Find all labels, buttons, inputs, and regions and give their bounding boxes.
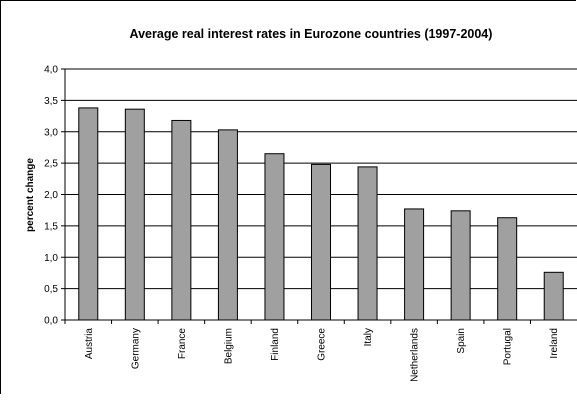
x-category-label: Spain <box>456 328 467 354</box>
x-category-label: Italy <box>363 328 374 346</box>
x-category-label: Ireland <box>549 328 560 359</box>
y-tick-label: 0,0 <box>44 316 58 327</box>
y-tick-label: 1,0 <box>44 253 58 264</box>
x-category-label: Germany <box>130 328 141 369</box>
axes <box>61 68 577 324</box>
y-tick-label: 3,0 <box>44 127 58 138</box>
bar-spain <box>450 210 471 321</box>
x-category-label: Portugal <box>503 328 514 365</box>
y-tick-label: 4,0 <box>44 65 58 76</box>
x-category-label: Finland <box>270 328 281 361</box>
y-tick-labels: 0,0 0,5 1,0 1,5 2,0 2,5 3,0 3,5 4,0 <box>44 65 58 327</box>
y-tick-label: 3,5 <box>44 96 58 107</box>
bar-greece <box>311 163 331 321</box>
x-category-label: Belgium <box>223 328 234 364</box>
bar-portugal <box>497 217 518 321</box>
bar-belgium <box>217 129 238 321</box>
x-category-label: France <box>177 328 188 360</box>
y-tick-label: 2,5 <box>44 159 58 170</box>
y-axis-label: percent change <box>25 158 36 232</box>
bar-france <box>171 119 192 321</box>
y-tick-label: 0,5 <box>44 284 58 295</box>
bar-austria <box>78 107 99 321</box>
x-category-labels: Austria Germany France Belgium Finland Greece… <box>84 328 560 382</box>
x-category-label: Netherlands <box>410 328 421 382</box>
chart-title: Average real interest rates in Eurozone … <box>130 27 493 41</box>
bar-netherlands <box>404 208 425 321</box>
x-category-label: Greece <box>317 328 328 361</box>
y-tick-label: 2,0 <box>44 190 58 201</box>
bar-germany <box>124 108 145 321</box>
x-category-label: Austria <box>84 328 95 360</box>
bar-italy <box>357 166 378 321</box>
bar-ireland <box>543 271 564 321</box>
bar-finland <box>264 153 285 321</box>
y-tick-label: 1,5 <box>44 221 58 232</box>
